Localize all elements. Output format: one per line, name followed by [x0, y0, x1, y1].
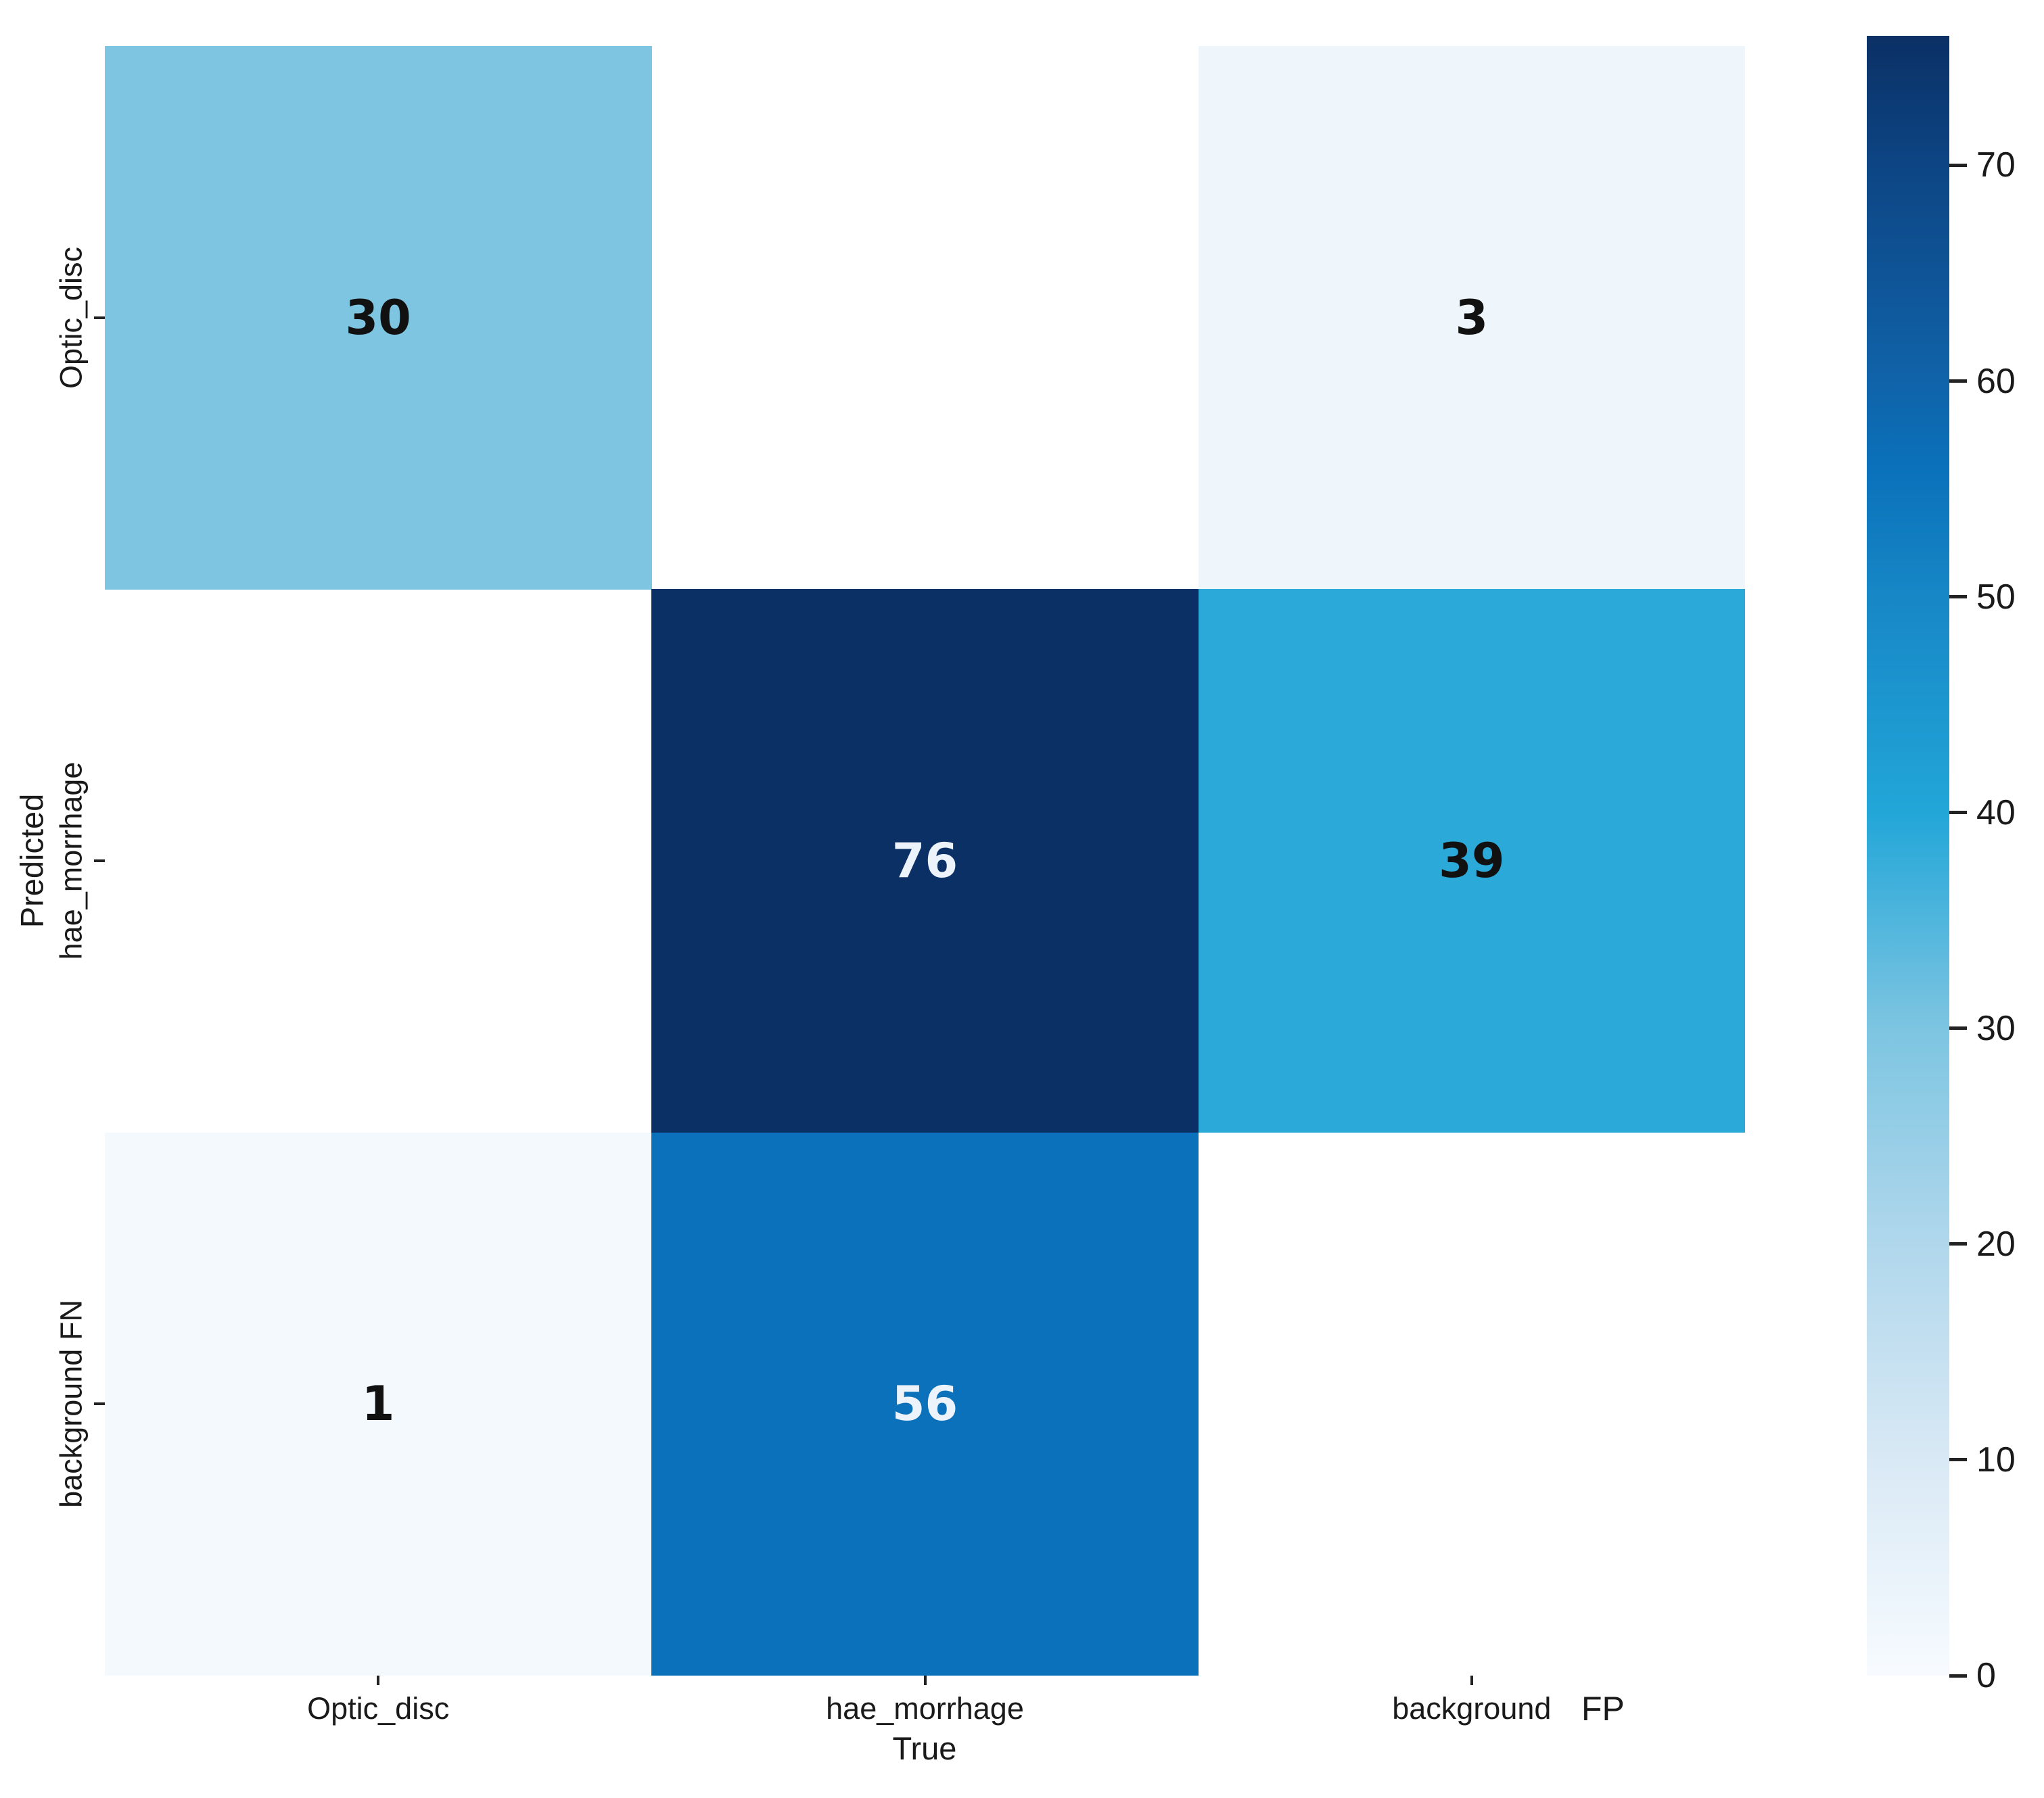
y-tick-mark — [94, 316, 105, 319]
cell-annotation-r2c1: 56 — [891, 1376, 958, 1432]
colorbar-tick-mark — [1949, 1458, 1967, 1462]
colorbar-tick-label: 40 — [1976, 792, 2016, 832]
y-tick-mark — [94, 859, 105, 862]
colorbar-tick-mark — [1949, 595, 1967, 599]
colorbar-tick-label: 30 — [1976, 1008, 2016, 1048]
x-tick-label: Optic_disc — [307, 1691, 450, 1726]
colorbar-tick-mark — [1949, 163, 1967, 167]
y-tick-label: hae_morrhage — [53, 761, 89, 960]
colorbar-tick-mark — [1949, 1242, 1967, 1246]
x-tick-mark — [923, 1676, 927, 1685]
colorbar-tick-mark — [1949, 379, 1967, 383]
y-tick-label: Optic_disc — [53, 246, 89, 389]
cell-annotation-r1c2: 39 — [1439, 833, 1505, 889]
heatmap-cell-r2c0 — [105, 1132, 652, 1676]
colorbar-tick-label: 60 — [1976, 361, 2016, 401]
x-tick-label: hae_morrhage — [826, 1691, 1024, 1726]
heatmap-cell-r2c1 — [651, 1132, 1199, 1676]
x-tick-fp-suffix-label: FP — [1581, 1690, 1625, 1728]
colorbar-tick-mark — [1949, 811, 1967, 815]
cell-annotation-r0c0: 30 — [345, 289, 411, 346]
heatmap-cell-r0c0 — [105, 46, 652, 590]
colorbar-tick-label: 50 — [1976, 577, 2016, 617]
x-axis-label: True — [892, 1730, 957, 1766]
heatmap-cell-r0c2 — [1198, 46, 1746, 590]
y-tick-label: background FN — [53, 1300, 89, 1509]
colorbar-tick-label: 70 — [1976, 145, 2016, 185]
colorbar-gradient — [1867, 36, 1949, 1676]
cell-annotation-r0c2: 3 — [1455, 289, 1489, 346]
heatmap-cell-r1c1 — [651, 589, 1199, 1133]
x-tick-mark — [1470, 1676, 1473, 1685]
colorbar-tick-label: 0 — [1976, 1656, 1996, 1695]
y-axis-label: Predicted — [14, 793, 50, 928]
x-tick-label: background — [1392, 1691, 1552, 1726]
y-tick-mark — [94, 1402, 105, 1406]
colorbar-tick-label: 10 — [1976, 1440, 2016, 1480]
colorbar-tick-mark — [1949, 1026, 1967, 1031]
colorbar-tick-label: 20 — [1976, 1224, 2016, 1264]
heatmap-cell-r1c2 — [1198, 589, 1746, 1133]
cell-annotation-r2c0: 1 — [361, 1376, 395, 1432]
cell-annotation-r1c1: 76 — [891, 833, 958, 889]
colorbar-tick-mark — [1949, 1674, 1967, 1678]
x-tick-mark — [377, 1676, 380, 1685]
